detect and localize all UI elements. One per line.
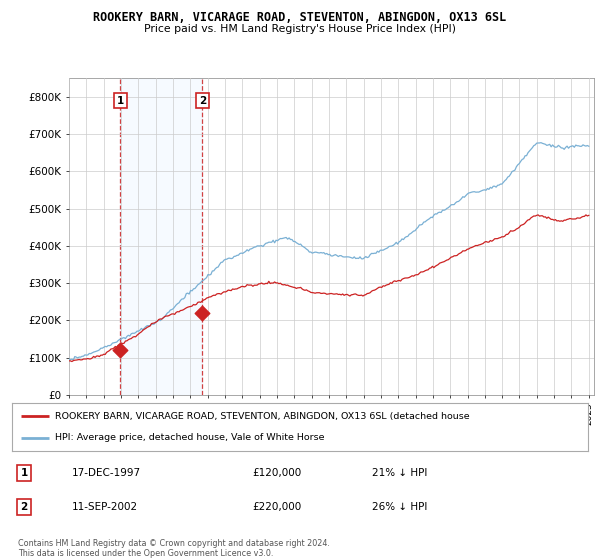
Text: ROOKERY BARN, VICARAGE ROAD, STEVENTON, ABINGDON, OX13 6SL (detached house: ROOKERY BARN, VICARAGE ROAD, STEVENTON, … [55,412,470,421]
Text: ROOKERY BARN, VICARAGE ROAD, STEVENTON, ABINGDON, OX13 6SL: ROOKERY BARN, VICARAGE ROAD, STEVENTON, … [94,11,506,24]
Point [115,346,125,354]
Text: £120,000: £120,000 [252,468,301,478]
Text: 1: 1 [20,468,28,478]
Text: HPI: Average price, detached house, Vale of White Horse: HPI: Average price, detached house, Vale… [55,433,325,442]
Text: 11-SEP-2002: 11-SEP-2002 [72,502,138,512]
Bar [120,78,202,395]
Text: 17-DEC-1997: 17-DEC-1997 [72,468,141,478]
Point [197,309,207,318]
Text: 21% ↓ HPI: 21% ↓ HPI [372,468,427,478]
Text: £220,000: £220,000 [252,502,301,512]
Text: 2: 2 [199,96,206,106]
Text: Contains HM Land Registry data © Crown copyright and database right 2024.
This d: Contains HM Land Registry data © Crown c… [18,539,330,558]
Text: Price paid vs. HM Land Registry's House Price Index (HPI): Price paid vs. HM Land Registry's House … [144,24,456,34]
Text: 26% ↓ HPI: 26% ↓ HPI [372,502,427,512]
Text: 2: 2 [20,502,28,512]
Text: 1: 1 [116,96,124,106]
